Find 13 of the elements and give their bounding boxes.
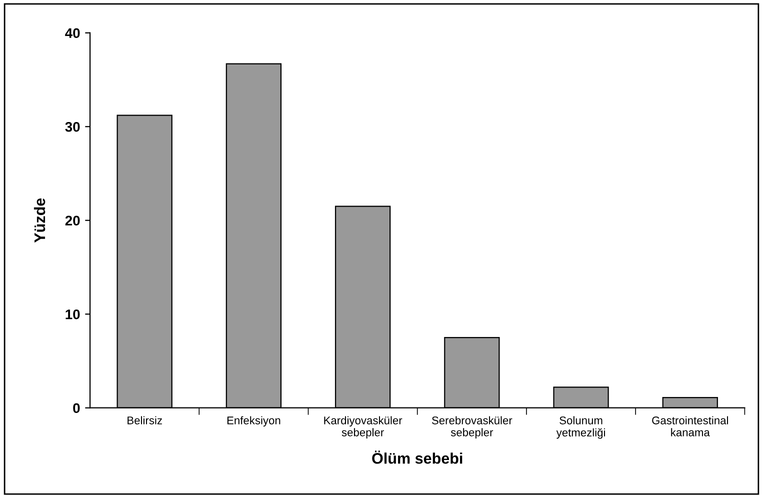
y-tick-label: 0 (73, 403, 80, 414)
x-tick-label: Serebrovasküler sebepler (432, 416, 512, 439)
x-tick-label: Kardiyovasküler sebepler (324, 416, 402, 439)
x-tick-label: Solunum yetmezliği (556, 416, 605, 439)
y-tick-label: 30 (65, 122, 80, 132)
x-tick-label: Belirsiz (128, 416, 162, 424)
x-tick-label: Gastrointestinal kanama (652, 416, 728, 436)
y-tick-label: 20 (65, 216, 80, 226)
y-axis-title: Yüzde (34, 198, 46, 243)
x-axis-title: Ölüm sebebi (372, 450, 462, 464)
y-tick-label: 10 (66, 309, 80, 320)
x-tick-label: Enfeksiyon (227, 416, 280, 427)
y-tick-label: 40 (65, 28, 80, 38)
